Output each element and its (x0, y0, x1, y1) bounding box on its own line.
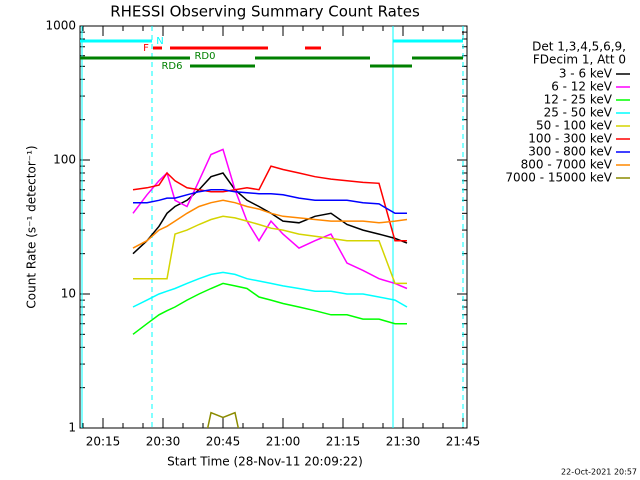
legend-label: 6 - 12 keV (551, 80, 613, 94)
series-line (133, 215, 407, 285)
x-tick-label: 20:30 (146, 435, 181, 449)
series-line (132, 199, 408, 249)
x-tick-label: 21:00 (266, 435, 301, 449)
series-line (132, 172, 408, 255)
series-line (132, 148, 408, 290)
legend-label: 12 - 25 keV (544, 93, 613, 107)
y-tick-label: 1000 (45, 19, 76, 33)
x-axis-label: Start Time (28-Nov-11 20:09:22) (167, 455, 363, 469)
legend-label: 3 - 6 keV (559, 67, 613, 81)
legend-label: 7000 - 15000 keV (505, 171, 612, 185)
y-tick-label: 1 (68, 421, 76, 435)
legend-header: FDecim 1, Att 0 (533, 53, 626, 67)
plot-area (132, 148, 408, 428)
y-tick-label: 10 (61, 287, 76, 301)
flag-label: F (143, 43, 149, 54)
x-tick-label: 21:30 (386, 435, 421, 449)
legend-label: 50 - 100 keV (536, 119, 613, 133)
legend-label: 800 - 7000 keV (521, 158, 613, 172)
series-line (132, 271, 408, 308)
chart-title: RHESSI Observing Summary Count Rates (110, 3, 420, 21)
legend-label: 100 - 300 keV (528, 132, 612, 146)
series-line (132, 165, 407, 242)
y-axis-label: Count Rate (s⁻¹ detector⁻¹) (25, 145, 39, 308)
x-tick-label: 20:45 (206, 435, 241, 449)
x-tick-label: 21:45 (446, 435, 481, 449)
footer: 22-Oct-2021 20:57 (561, 468, 637, 477)
legend-label: 25 - 50 keV (544, 106, 613, 120)
series-line (132, 282, 407, 335)
flag-label: N (156, 36, 163, 47)
y-tick-label: 100 (53, 153, 76, 167)
x-tick-label: 20:15 (86, 435, 121, 449)
flag-label: RD0 (194, 51, 215, 62)
legend-header: Det 1,3,4,5,6,9, (532, 40, 626, 54)
flag-label: RD6 (161, 61, 182, 72)
x-tick-label: 21:15 (326, 435, 361, 449)
series-line (133, 188, 407, 215)
legend-label: 300 - 800 keV (528, 145, 612, 159)
plot-frame (79, 25, 468, 429)
